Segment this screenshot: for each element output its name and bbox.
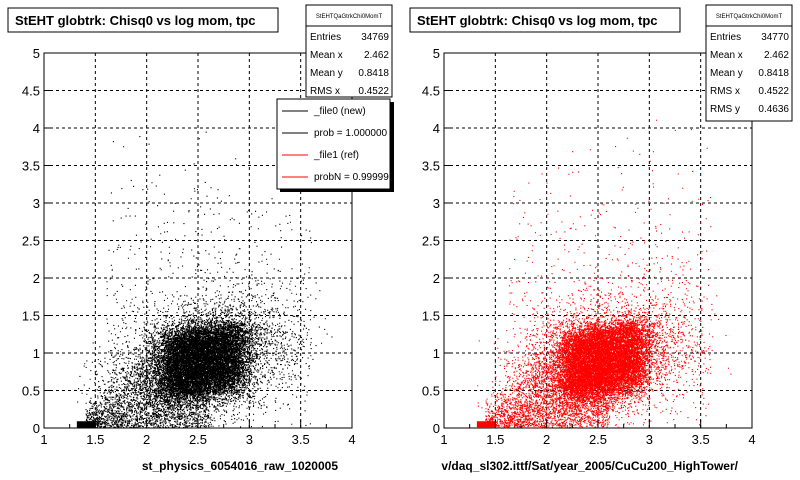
right-x-tick-label-2: 2 [543,432,550,447]
left-y-tick-label-7: 3.5 [22,159,40,174]
right-stats-value-mean-y: 0.8418 [758,68,789,79]
right-stats-label-entries: Entries [710,32,741,43]
right-stats-label-mean-y: Mean y [710,68,743,79]
right-y-tick-label-0: 0 [433,421,440,436]
right-x-tick-label-4: 3 [646,432,653,447]
left-stats-value-mean-y: 0.8418 [358,68,389,79]
right-stats-label-mean-x: Mean x [710,50,743,61]
left-x-tick-labels: 1 1.5 2 2.5 3 3.5 4 [40,432,355,447]
left-x-tick-label-5: 3.5 [292,432,310,447]
left-y-tick-label-2: 1 [33,346,40,361]
left-stats-label-entries: Entries [310,32,341,43]
left-point-cloud [77,131,333,429]
right-axis-ticks [443,52,753,429]
left-stats-label-mean-y: Mean y [310,68,343,79]
left-low-band [76,421,96,428]
right-y-tick-label-7: 3.5 [422,159,440,174]
right-y-tick-label-5: 2.5 [422,234,440,249]
legend-label-prob: prob = 1.000000 [314,128,388,139]
right-x-tick-labels: 1 1.5 2 2.5 3 3.5 4 [440,432,755,447]
left-y-tick-label-4: 2 [33,271,40,286]
legend-label-file1: _file1 (ref) [313,150,359,161]
right-low-band [476,421,496,428]
left-stats-value-entries: 34769 [361,32,389,43]
right-title-box [409,7,681,33]
left-y-tick-labels: 0 0.5 1 1.5 2 2.5 3 3.5 4 4.5 5 [22,46,40,436]
legend-label-file0: _file0 (new) [313,106,366,117]
right-stats-value-mean-x: 2.462 [764,50,789,61]
right-y-tick-label-8: 4 [433,121,440,136]
left-scatter-points [76,131,333,429]
right-x-tick-label-6: 4 [748,432,755,447]
left-x-axis-label: st_physics_6054016_raw_1020005 [142,459,338,473]
right-stats-label-rms-x: RMS x [710,86,740,97]
left-y-tick-label-0: 0 [33,421,40,436]
left-x-tick-label-3: 2.5 [189,432,207,447]
left-stats-label-mean-x: Mean x [310,50,343,61]
left-stats-name: StEHTQaGtrkChi0MomT [316,14,383,20]
right-y-tick-label-6: 3 [433,196,440,211]
left-y-tick-label-9: 4.5 [22,84,40,99]
left-x-tick-label-1: 1.5 [86,432,104,447]
left-axis-ticks [43,52,353,429]
right-x-axis-label: v/daq_sl302.ittf/Sat/year_2005/CuCu200_H… [441,459,738,473]
legend: _file0 (new) prob = 1.000000 _file1 (ref… [276,98,395,192]
left-chart-title: StEHT globtrk: Chisq0 vs log mom, tpc [15,13,256,28]
right-y-tick-label-10: 5 [433,46,440,61]
right-x-tick-label-3: 2.5 [589,432,607,447]
right-stats-label-rms-y: RMS y [710,104,740,115]
right-stats-name: StEHTQaGtrkChi0MomT [716,14,783,20]
left-x-tick-label-0: 1 [40,432,47,447]
right-stats-value-rms-x: 0.4522 [758,86,789,97]
left-y-tick-label-10: 5 [33,46,40,61]
right-point-core [541,307,662,411]
left-x-tick-label-2: 2 [143,432,150,447]
right-x-tick-label-1: 1.5 [486,432,504,447]
right-y-tick-label-3: 1.5 [422,309,440,324]
left-x-tick-label-4: 3 [246,432,253,447]
right-x-tick-label-5: 3.5 [692,432,710,447]
right-y-tick-labels: 0 0.5 1 1.5 2 2.5 3 3.5 4 4.5 5 [422,46,440,436]
left-stats-label-rms-x: RMS x [310,86,340,97]
left-y-tick-label-1: 0.5 [22,384,40,399]
legend-label-probn: probN = 0.999999 [314,172,395,183]
right-stats-value-entries: 34770 [761,32,789,43]
left-stats-value-mean-x: 2.462 [364,50,389,61]
right-y-tick-label-1: 0.5 [422,384,440,399]
right-scatter-points [476,119,732,429]
right-y-tick-label-4: 2 [433,271,440,286]
right-stats-box: StEHTQaGtrkChi0MomT Entries 34770 Mean x… [705,4,793,122]
left-point-core [142,310,266,407]
right-x-tick-label-0: 1 [440,432,447,447]
left-y-tick-label-8: 4 [33,121,40,136]
left-title-box [7,7,279,33]
left-stats-box: StEHTQaGtrkChi0MomT Entries 34769 Mean x… [305,4,393,98]
left-stats-value-rms-x: 0.4522 [358,86,389,97]
right-y-tick-label-9: 4.5 [422,84,440,99]
left-y-tick-label-3: 1.5 [22,309,40,324]
left-y-tick-label-5: 2.5 [22,234,40,249]
left-x-tick-label-6: 4 [348,432,355,447]
right-stats-value-rms-y: 0.4636 [758,104,789,115]
right-y-tick-label-2: 1 [433,346,440,361]
left-y-tick-label-6: 3 [33,196,40,211]
right-chart-title: StEHT globtrk: Chisq0 vs log mom, tpc [417,13,658,28]
